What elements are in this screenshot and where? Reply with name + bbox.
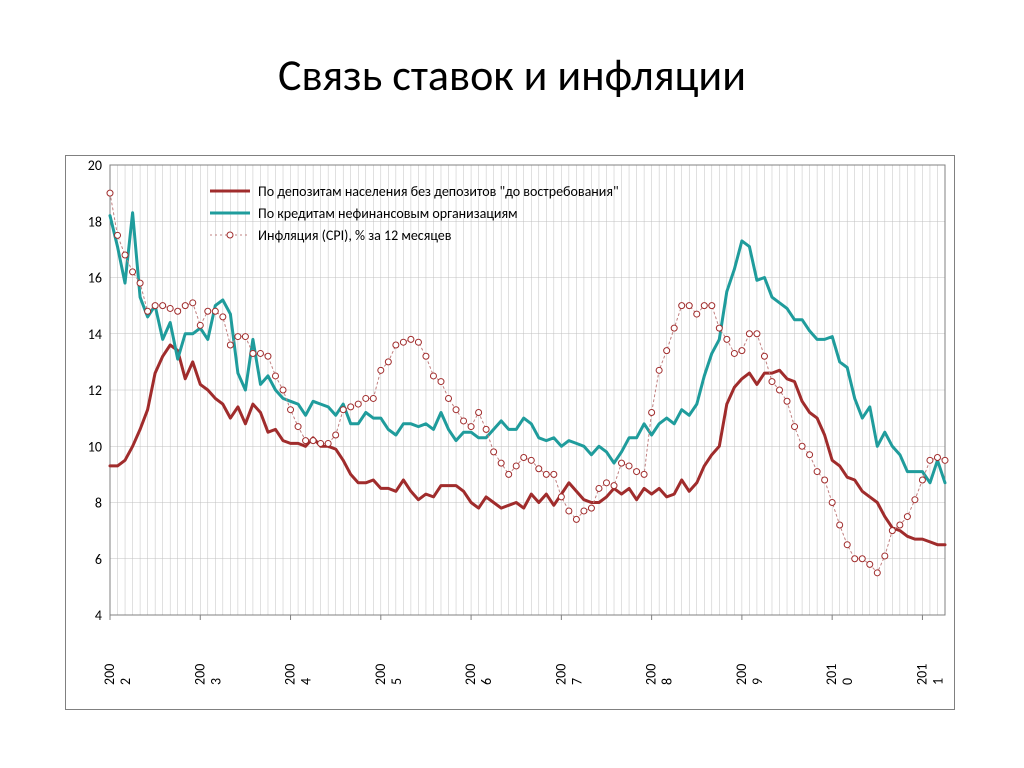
svg-text:2: 2 [117, 678, 134, 685]
svg-text:201: 201 [913, 664, 930, 685]
svg-text:3: 3 [207, 678, 224, 685]
legend-item-deposits: По депозитам населения без депозитов "до… [210, 180, 619, 202]
svg-text:200: 200 [191, 664, 208, 685]
legend-item-cpi: Инфляция (CPI), % за 12 месяцев [210, 224, 619, 246]
svg-text:200: 200 [282, 664, 299, 685]
svg-text:4: 4 [298, 678, 315, 685]
svg-text:9: 9 [749, 678, 766, 685]
svg-text:8: 8 [95, 495, 102, 512]
svg-text:5: 5 [388, 678, 405, 685]
svg-text:20: 20 [88, 157, 102, 174]
svg-text:16: 16 [88, 270, 102, 287]
svg-text:200: 200 [101, 664, 118, 685]
chart-legend: По депозитам населения без депозитов "до… [210, 180, 619, 246]
svg-text:10: 10 [88, 438, 102, 455]
legend-label: Инфляция (CPI), % за 12 месяцев [258, 227, 451, 244]
legend-label: По депозитам населения без депозитов "до… [258, 183, 619, 200]
svg-text:1: 1 [929, 678, 946, 685]
page-title: Связь ставок и инфляции [0, 48, 1024, 102]
svg-text:200: 200 [733, 664, 750, 685]
svg-text:200: 200 [462, 664, 479, 685]
svg-text:200: 200 [552, 664, 569, 685]
legend-label: По кредитам нефинансовым организациям [258, 205, 518, 222]
svg-text:6: 6 [478, 678, 495, 685]
svg-text:0: 0 [839, 678, 856, 685]
svg-text:200: 200 [643, 664, 660, 685]
svg-text:14: 14 [88, 326, 102, 343]
svg-text:18: 18 [88, 213, 102, 230]
svg-text:201: 201 [823, 664, 840, 685]
svg-text:6: 6 [95, 551, 102, 568]
svg-text:7: 7 [568, 678, 585, 685]
svg-text:8: 8 [659, 678, 676, 685]
legend-item-credits: По кредитам нефинансовым организациям [210, 202, 619, 224]
svg-text:200: 200 [372, 664, 389, 685]
svg-text:12: 12 [88, 382, 102, 399]
svg-text:4: 4 [95, 607, 102, 624]
